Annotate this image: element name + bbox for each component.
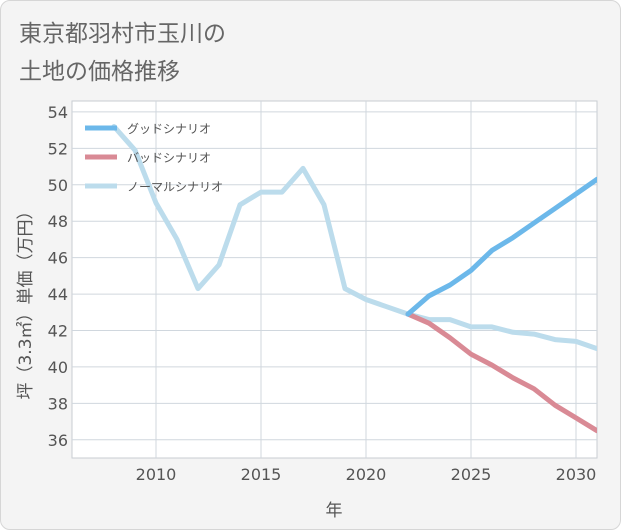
y-tick-label: 46: [48, 249, 68, 268]
y-tick-label: 38: [48, 394, 68, 413]
series-line-0: [405, 176, 597, 317]
axis-ticks: 2010 2015 2020 2025 2030 36 38 40 42 44 46 48 50 52 54: [48, 103, 597, 484]
chart-title: 東京都羽村市玉川の 土地の価格推移: [19, 15, 226, 91]
x-tick-label: 2015: [241, 465, 282, 484]
series-line-2: [111, 124, 597, 352]
legend-label-2: ノーマルシナリオ: [127, 180, 223, 194]
x-tick-label: 2020: [346, 465, 387, 484]
legend-label-1: バッドシナリオ: [127, 151, 211, 165]
x-axis-label: 年: [326, 501, 343, 521]
series-lines: [111, 124, 597, 434]
y-tick-label: 42: [48, 322, 68, 341]
legend-label-0: グッドシナリオ: [127, 122, 211, 136]
series-line-1: [405, 311, 597, 434]
x-tick-label: 2025: [451, 465, 492, 484]
plot-area: [71, 100, 598, 459]
grid-lines: [72, 101, 597, 458]
chart-title-line-1: 東京都羽村市玉川の: [19, 21, 226, 47]
y-tick-label: 50: [48, 176, 68, 195]
x-tick-label: 2010: [136, 465, 177, 484]
y-tick-label: 48: [48, 212, 68, 231]
chart-title-line-2: 土地の価格推移: [19, 59, 180, 85]
y-tick-label: 36: [48, 431, 68, 450]
x-tick-label: 2030: [556, 465, 597, 484]
y-tick-label: 40: [48, 358, 68, 377]
y-axis-label: 坪（3.3㎡）単価（万円）: [16, 202, 36, 399]
y-tick-label: 44: [48, 285, 68, 304]
y-tick-label: 54: [48, 103, 68, 122]
y-tick-label: 52: [48, 139, 68, 158]
